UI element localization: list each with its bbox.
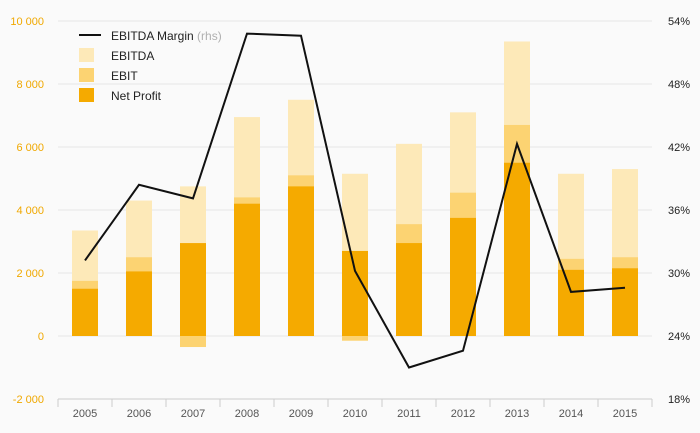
legend-label-net-profit: Net Profit <box>111 89 162 103</box>
legend-label-ebitda-margin: EBITDA Margin (rhs) <box>111 29 222 43</box>
legend: EBITDA Margin (rhs) EBITDA EBIT Net Prof… <box>79 29 222 103</box>
net-profit-bar <box>342 250 368 336</box>
legend-label-ebitda: EBITDA <box>111 49 154 63</box>
net-profit-bar <box>504 162 530 336</box>
x-tick-label: 2011 <box>397 408 421 420</box>
legend-swatch-ebitda <box>79 48 94 62</box>
net-profit-bar <box>288 186 314 336</box>
x-tick-label: 2008 <box>235 408 259 420</box>
line-layer <box>84 32 626 369</box>
x-tick-label: 2007 <box>181 408 205 420</box>
net-profit-bar <box>234 203 260 336</box>
y-left-tick-label: 10 000 <box>10 16 44 28</box>
y-right-tick-label: 24% <box>668 331 690 343</box>
x-tick-label: 2009 <box>289 408 313 420</box>
y-right-tick-label: 54% <box>668 16 690 28</box>
ebit-bar <box>342 336 368 341</box>
y-left-tick-label: 2 000 <box>16 268 44 280</box>
net-profit-bar <box>72 288 98 336</box>
y-left-tick-label: 4 000 <box>16 205 44 217</box>
ebitda-margin-line <box>84 32 626 369</box>
y-left-tick-label: -2 000 <box>13 394 44 406</box>
net-profit-bar <box>558 269 584 336</box>
y-right-tick-label: 42% <box>668 142 690 154</box>
y-left-tick-label: 8 000 <box>16 79 44 91</box>
net-profit-bar <box>180 243 206 336</box>
legend-label-ebit: EBIT <box>111 69 138 83</box>
y-right-tick-label: 36% <box>668 205 690 217</box>
x-tick-label: 2013 <box>505 408 529 420</box>
x-tick-label: 2006 <box>127 408 151 420</box>
ebit-bar <box>180 336 206 348</box>
net-profit-bar <box>612 268 638 336</box>
bar-layer <box>72 41 638 348</box>
y-right-tick-label: 48% <box>668 79 690 91</box>
y-right-tick-label: 18% <box>668 394 690 406</box>
legend-swatch-ebit <box>79 68 94 82</box>
net-profit-bar <box>396 243 422 336</box>
x-tick-label: 2010 <box>343 408 367 420</box>
y-left-tick-label: 6 000 <box>16 142 44 154</box>
y-left-tick-label: 0 <box>38 331 44 343</box>
x-tick-label: 2005 <box>73 408 97 420</box>
x-tick-label: 2015 <box>613 408 637 420</box>
axis-layer: -2 000 0 2 000 4 000 6 000 8 000 10 000 18% 24% 3… <box>10 16 690 420</box>
net-profit-bar <box>126 271 152 336</box>
x-tick-label: 2014 <box>559 408 583 420</box>
y-right-tick-label: 30% <box>668 268 690 280</box>
legend-swatch-net-profit <box>79 88 94 102</box>
x-tick-label: 2012 <box>451 408 475 420</box>
